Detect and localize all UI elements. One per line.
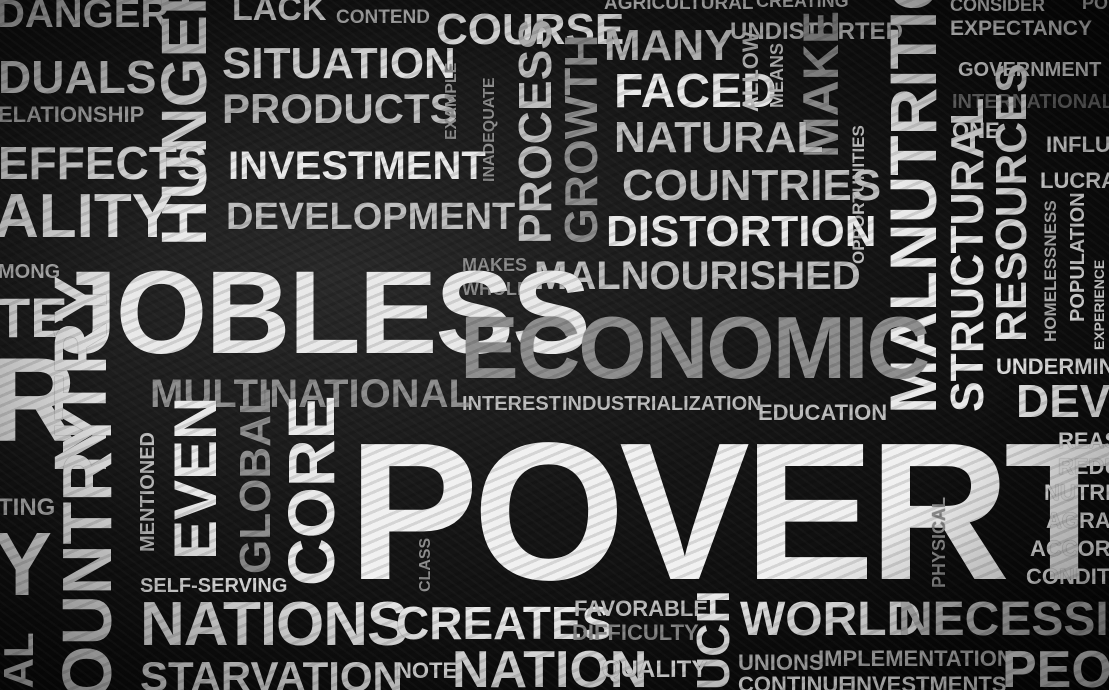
word-experience: EXPERIENCE [1091, 259, 1107, 350]
word-growth: GROWTH [555, 34, 607, 244]
word-consider: CONSIDER [950, 0, 1046, 15]
word-effects: EFFECTS [0, 137, 208, 189]
word-products: PRODUCTS [222, 85, 458, 132]
word-ountry: OUNTRY [48, 407, 126, 690]
word-self-serving: SELF-SERVING [140, 575, 288, 597]
word-development: DEVELOPMENT [226, 196, 516, 238]
word-whole: WHOLE [462, 279, 529, 299]
word-mentioned: MENTIONED [137, 432, 159, 552]
word-ial: IAL [0, 632, 42, 690]
word-resources: RESOURCES [987, 63, 1036, 342]
word-poverty: POVERTY [348, 402, 1109, 621]
word-elationship: ELATIONSHIP [0, 102, 145, 127]
word-conditi: CONDITI [1026, 564, 1109, 589]
word-agrar: AGRAR [1046, 508, 1109, 533]
word-nations: NATIONS [140, 590, 408, 659]
word-nation: NATION [452, 641, 648, 690]
word-industrialization: INDUSTRIALIZATION [562, 393, 762, 415]
word-government: GOVERNMENT [958, 59, 1102, 81]
word-nutrit: NUTRIT [1044, 480, 1109, 505]
word-population: POPULATION [1067, 192, 1089, 322]
word-natural: NATURAL [614, 113, 824, 162]
word-global: GLOBAL [231, 388, 280, 574]
word-duals: DUALS [0, 51, 157, 103]
word-r: R [0, 333, 77, 467]
word-jobless: JOBLESS [52, 247, 591, 379]
word-creates: CREATES [396, 597, 613, 649]
word-means: MEANS [767, 42, 787, 108]
word-implementation: IMPLEMENTATION [818, 646, 1013, 671]
word-influe: INFLUE [1046, 132, 1109, 157]
word-situation: SITUATION [222, 39, 456, 88]
word-undistorted: UNDISTORTED [730, 18, 903, 45]
word-favorable: FAVORABLE [574, 596, 709, 621]
word-ting: TING [0, 494, 56, 521]
word-necessiti: NECESSITI [898, 593, 1109, 646]
word-unions: UNIONS [738, 650, 824, 675]
word-many: MANY [604, 21, 734, 70]
word-core: CORE [274, 395, 348, 586]
word-lack: LACK [232, 0, 327, 28]
word-faced: FACED [614, 65, 777, 118]
word-starvation: STARVATION [140, 653, 403, 690]
word-countries: COUNTRIES [622, 161, 882, 210]
word-note: NOTE [396, 658, 458, 683]
word-te: TE [0, 286, 68, 349]
word-makes: MAKES [462, 255, 528, 275]
word-lucrat: LUCRAT [1040, 168, 1109, 193]
word-peop: PEOP [1002, 641, 1109, 690]
word-course: COURSE [436, 5, 625, 54]
word-education: EDUCATION [758, 400, 888, 425]
word-one: ONE [952, 118, 1000, 143]
word-example: EXAMPLE [443, 62, 460, 140]
word-agricultural: AGRICULTURAL [604, 0, 754, 14]
word-continue: CONTINUE [738, 672, 853, 690]
word-redu: REDU [1058, 454, 1109, 479]
word-quality: QUALITY [602, 656, 708, 683]
word-undermine: UNDERMINE [996, 354, 1109, 379]
word-reas: REAS [1058, 428, 1109, 453]
word-investments: INVESTMENTS [850, 672, 1007, 690]
word-danger: DANGER [0, 0, 170, 36]
word-difficulty: DIFFICULTY [572, 620, 699, 645]
word-ality: ALITY [0, 182, 174, 251]
word-multinational: MULTINATIONAL [150, 372, 473, 416]
word-accord: ACCORD [1030, 536, 1109, 561]
word-economic: ECONOMIC [460, 298, 930, 397]
word-international: INTERNATIONAL [952, 91, 1109, 113]
word-even: EVEN [162, 396, 229, 560]
word-homelessness: HOMELESSNESS [1041, 200, 1060, 342]
word-interest: INTEREST [462, 393, 561, 415]
word-distortion: DISTORTION [606, 207, 877, 256]
word-allow: ALLOW [738, 31, 763, 112]
word-mong: MONG [0, 261, 61, 283]
word-physical: PHYSICAL [929, 496, 949, 588]
word-malnourished: MALNOURISHED [534, 254, 861, 298]
word-investment: INVESTMENT [228, 144, 486, 188]
word-expectancy: EXPECTANCY [950, 17, 1092, 40]
word-creating: CREATING [756, 0, 849, 11]
word-process: PROCESS [509, 19, 561, 244]
word-y: Y [0, 515, 53, 615]
word-deve: DEVE [1016, 375, 1109, 427]
word-structural: STRUCTURAL [941, 97, 993, 412]
word-world: WORLD [740, 593, 922, 646]
word-contend: CONTEND [336, 7, 430, 28]
word-polit: POLIT [1082, 0, 1109, 13]
